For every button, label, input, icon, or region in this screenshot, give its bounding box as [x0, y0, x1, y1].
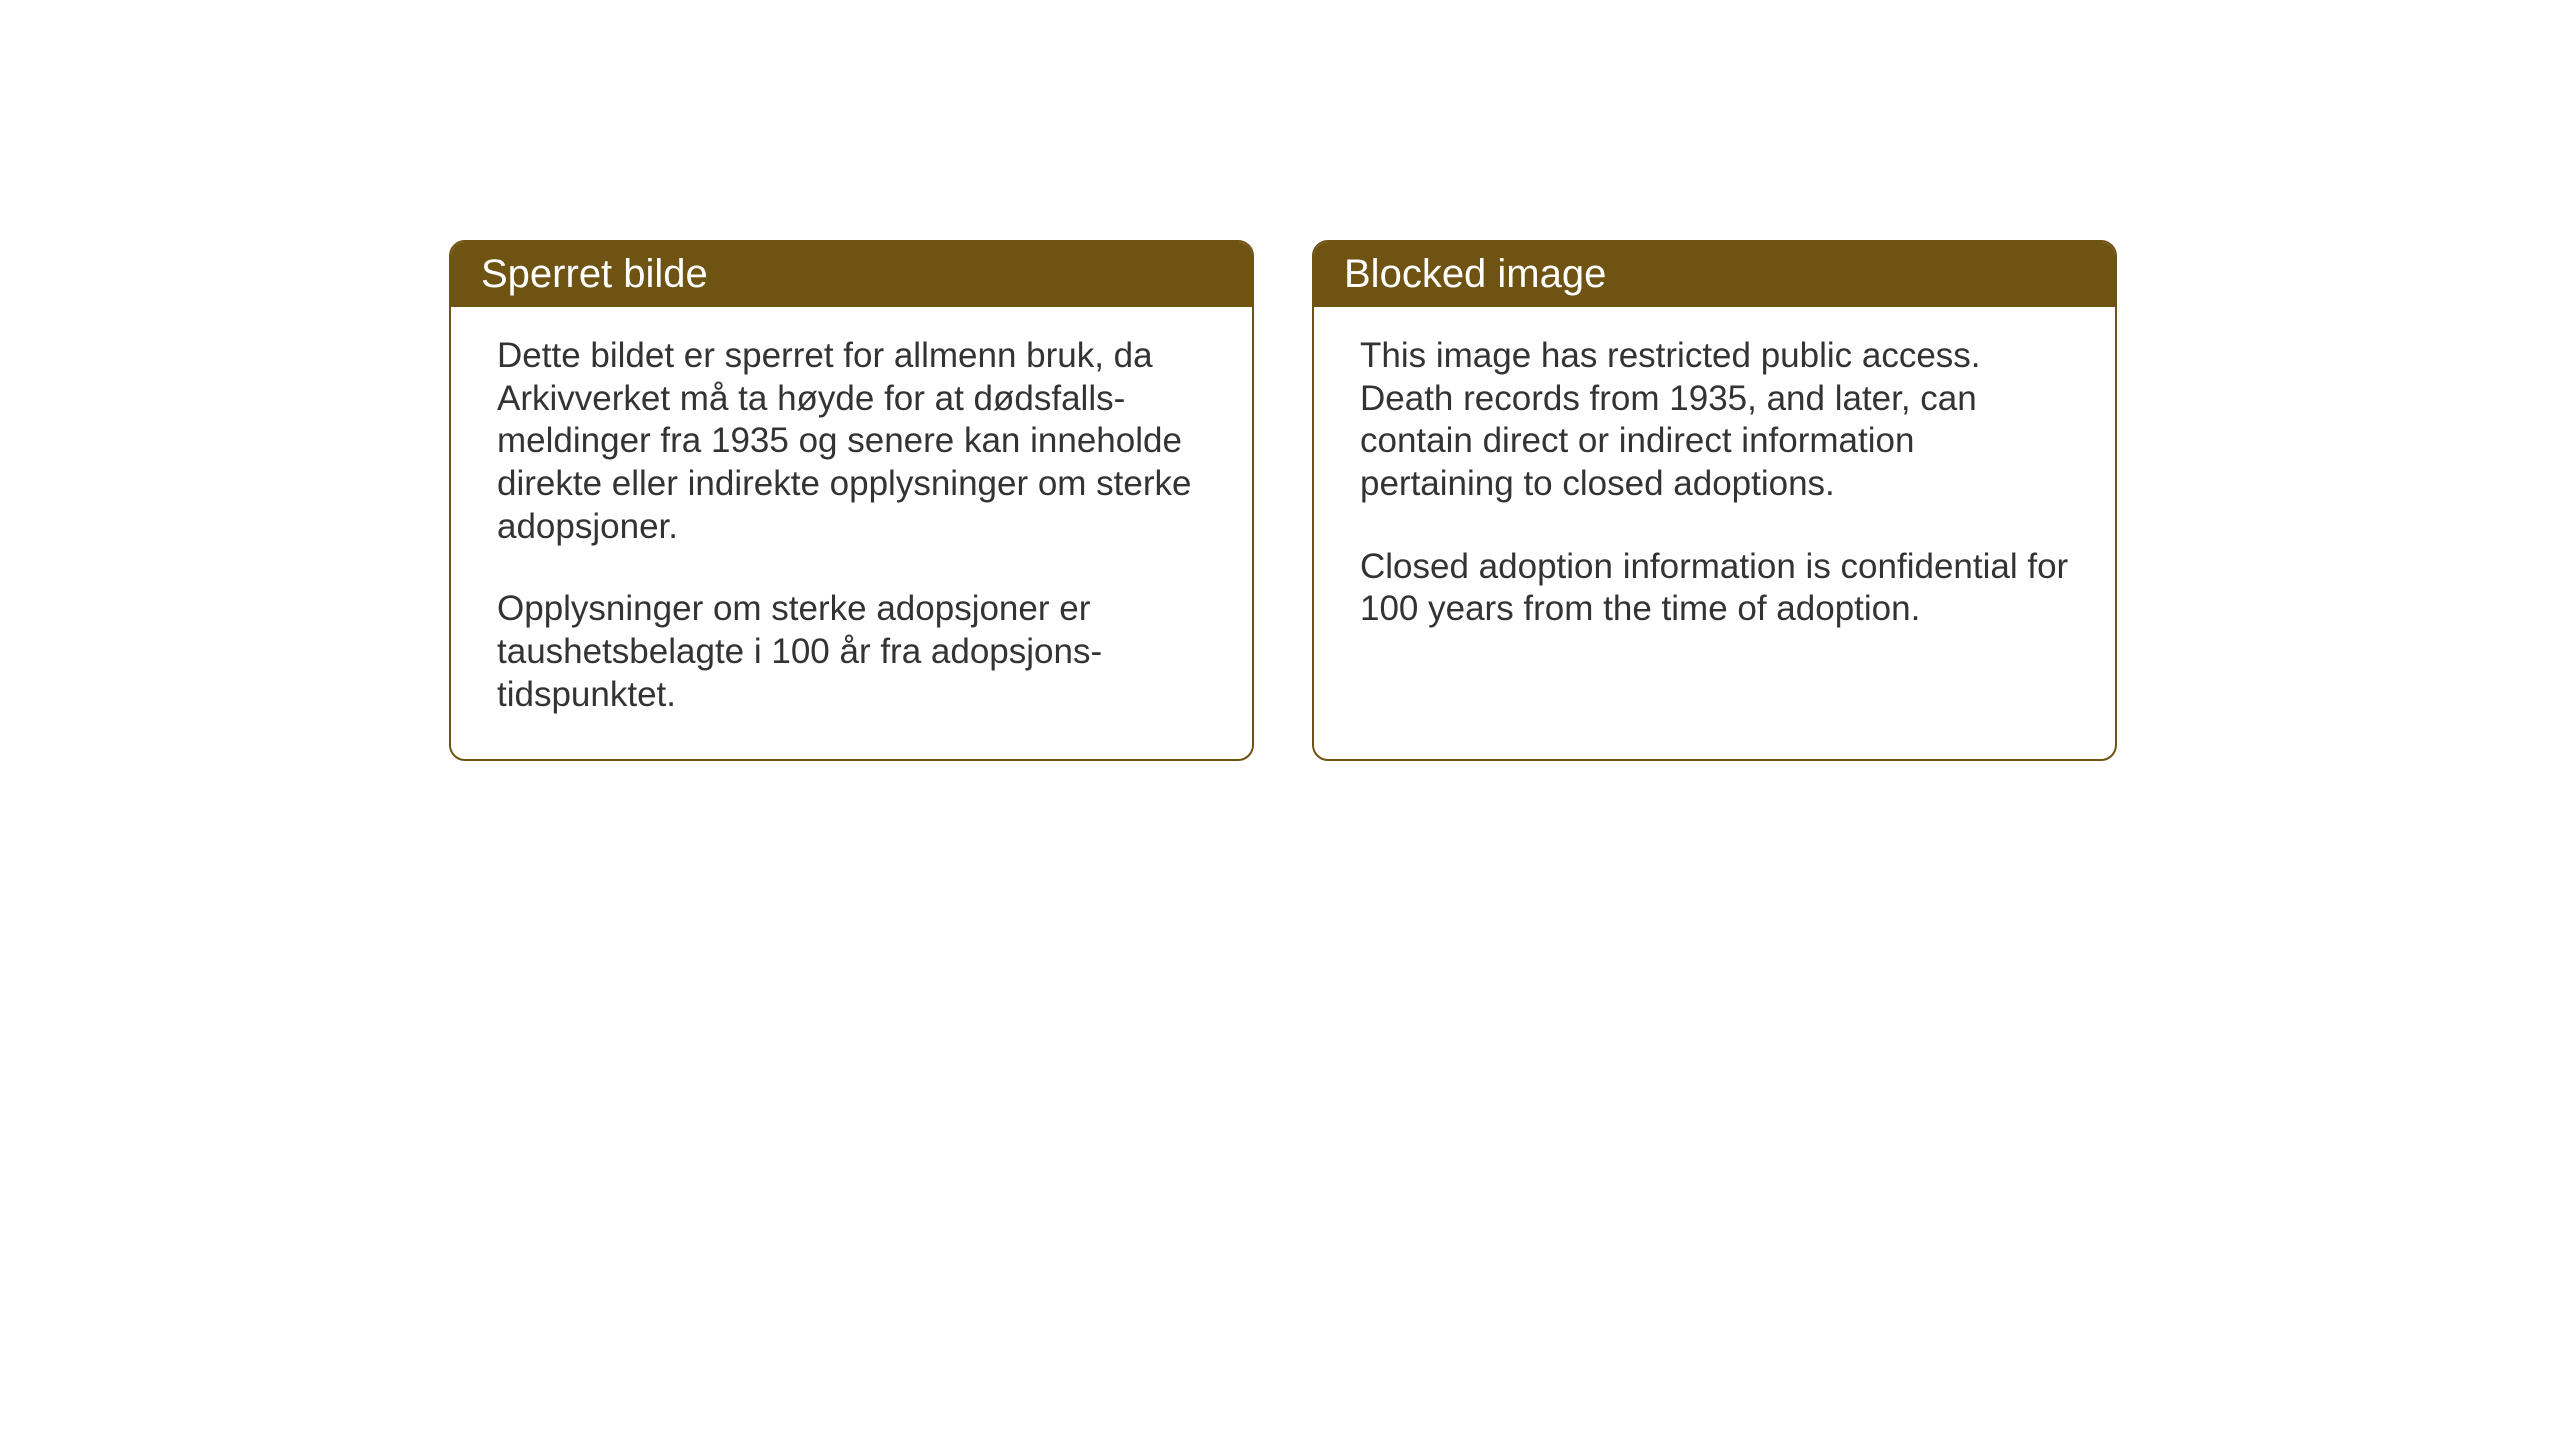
notice-cards-container: Sperret bilde Dette bildet er sperret fo… [449, 240, 2117, 761]
english-card-title: Blocked image [1314, 242, 2115, 307]
norwegian-paragraph-1: Dette bildet er sperret for allmenn bruk… [497, 335, 1206, 548]
english-card-body: This image has restricted public access.… [1314, 307, 2115, 673]
norwegian-card-title: Sperret bilde [451, 242, 1252, 307]
norwegian-card-body: Dette bildet er sperret for allmenn bruk… [451, 307, 1252, 759]
english-paragraph-1: This image has restricted public access.… [1360, 335, 2069, 506]
norwegian-notice-card: Sperret bilde Dette bildet er sperret fo… [449, 240, 1254, 761]
english-notice-card: Blocked image This image has restricted … [1312, 240, 2117, 761]
english-paragraph-2: Closed adoption information is confident… [1360, 546, 2069, 631]
norwegian-paragraph-2: Opplysninger om sterke adopsjoner er tau… [497, 588, 1206, 716]
